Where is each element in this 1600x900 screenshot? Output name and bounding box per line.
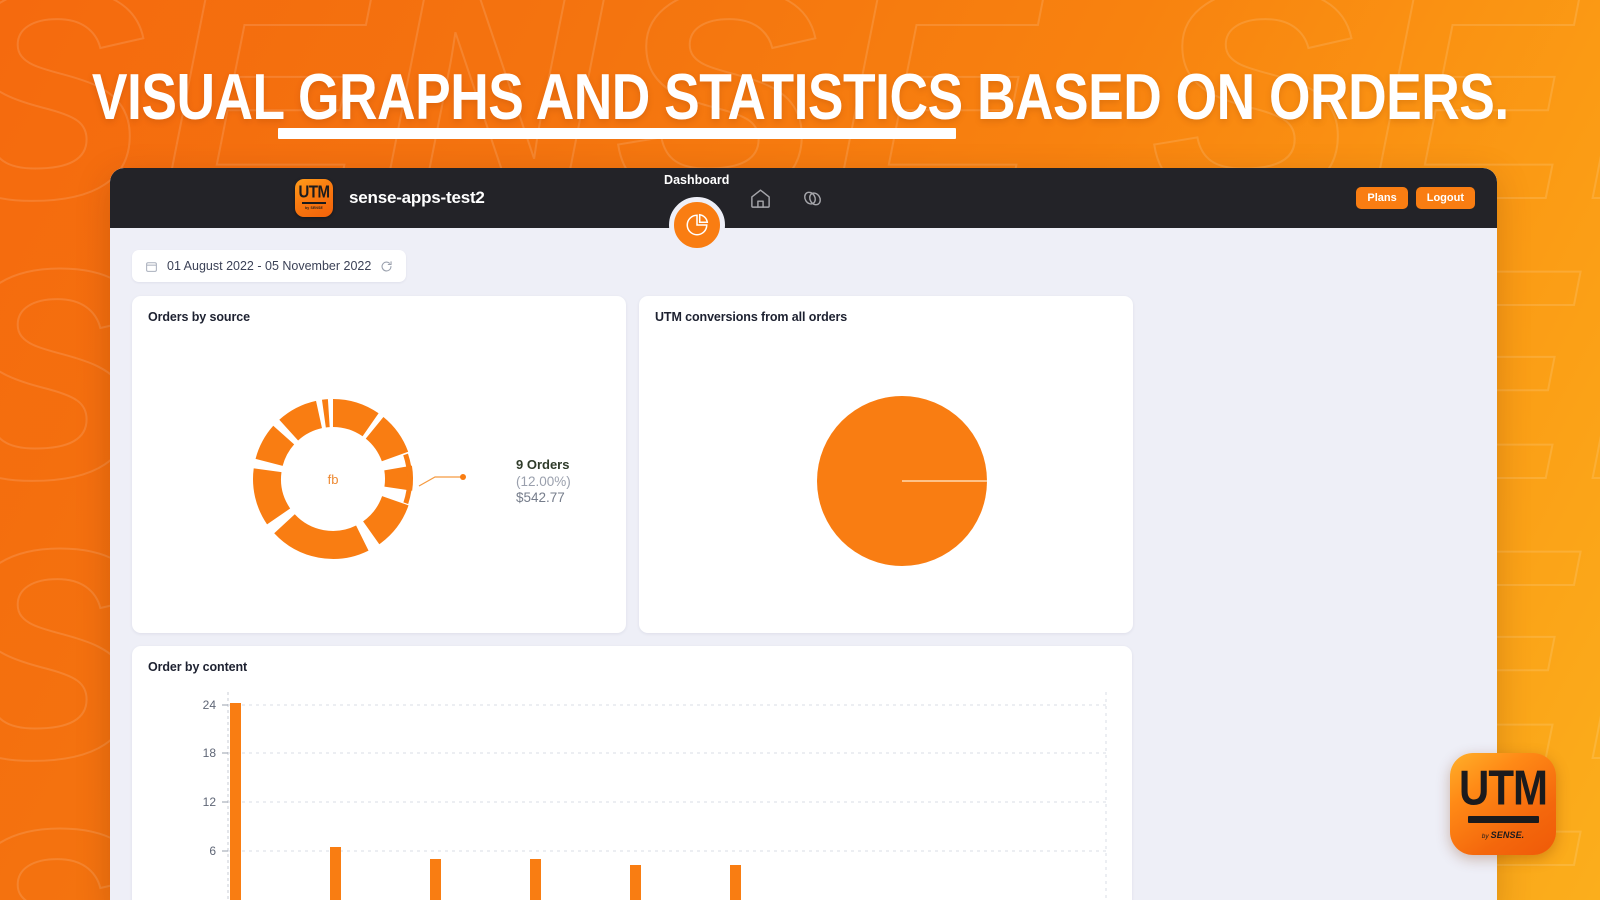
bar-6 [730,865,741,900]
home-icon [751,188,771,208]
nav-item-home[interactable] [735,168,787,228]
bar-chart-svg: 24 18 12 6 [203,692,1107,900]
utm-by-sense-app-icon: UTM by SENSE. [1450,753,1556,855]
donut-chart-svg: fb [253,399,466,559]
ytick-label-6: 6 [209,844,216,858]
brand-block[interactable]: UTM by SENSE sense-apps-test2 [295,179,485,217]
bar-chart-order-by-content[interactable]: 24 18 12 6 [148,674,1116,900]
donut-chart-orders-by-source[interactable]: fb 9 Orders (12.00%) $542.77 [148,324,610,621]
dashboard-label: Dashboard [664,173,730,187]
nav-item-links[interactable] [787,168,839,228]
corner-logo-underline [1467,815,1539,823]
card-order-by-content: Order by content [132,646,1132,900]
bar-2 [330,847,341,900]
dashboard-badge[interactable] [668,197,725,253]
utm-logo-subtext: by SENSE [305,205,323,210]
refresh-icon[interactable] [380,260,393,273]
utm-logo-bar [302,202,326,205]
bar-1 [230,703,241,900]
logout-button[interactable]: Logout [1415,187,1475,209]
app-window: UTM by SENSE sense-apps-test2 Dashboard [110,168,1497,900]
bar-series [230,703,741,900]
ytick-label-12: 12 [203,795,217,809]
plans-button[interactable]: Plans [1356,187,1408,209]
utm-logo-text: UTM [298,182,331,203]
card-title-order-by-content: Order by content [148,660,248,674]
navbar: UTM by SENSE sense-apps-test2 Dashboard [110,168,1497,253]
bar-3 [430,859,441,900]
corner-logo-by: by [1481,832,1491,840]
pie-chart-icon [686,213,708,236]
donut-annotation: 9 Orders (12.00%) $542.77 [516,457,636,505]
store-name-label: sense-apps-test2 [349,188,485,207]
corner-logo-subtitle: by SENSE. [1482,830,1525,840]
calendar-icon [146,261,157,272]
date-range-label: 01 August 2022 - 05 November 2022 [167,259,372,273]
donut-revenue: $542.77 [516,490,565,505]
headline-container: VISUAL GRAPHS AND STATISTICS BASED ON OR… [0,60,1600,133]
pie-chart-svg [817,396,987,566]
card-utm-conversions: UTM conversions from all orders [639,296,1133,633]
donut-orders-count: 9 Orders [516,457,570,472]
pie-chart-utm-conversions[interactable] [655,324,1117,621]
donut-center-label: fb [328,472,339,487]
date-range-picker[interactable]: 01 August 2022 - 05 November 2022 [132,250,407,282]
card-orders-by-source: Orders by source [132,296,626,633]
nav-item-dashboard[interactable]: Dashboard [659,168,735,253]
bar-5 [630,865,641,900]
donut-percent: (12.00%) [516,474,571,489]
corner-logo-title: UTM [1459,759,1548,815]
bar-4 [530,859,541,900]
card-title-orders-by-source: Orders by source [148,310,250,324]
headline-underline [278,128,956,139]
card-title-utm-conversions: UTM conversions from all orders [655,310,848,324]
navbar-actions: Plans Logout [1356,187,1475,209]
navbar-center-nav: Dashboard [659,168,839,253]
promo-headline: VISUAL GRAPHS AND STATISTICS BASED ON OR… [91,60,1509,134]
charts-row: Orders by source [132,296,1475,633]
ytick-label-24: 24 [203,698,217,712]
link-icon [804,191,822,205]
corner-logo-brand: SENSE. [1490,829,1525,840]
ytick-label-18: 18 [203,746,217,760]
utm-app-logo-icon: UTM by SENSE [295,179,333,217]
dashboard-content: 01 August 2022 - 05 November 2022 Orders… [110,228,1497,900]
